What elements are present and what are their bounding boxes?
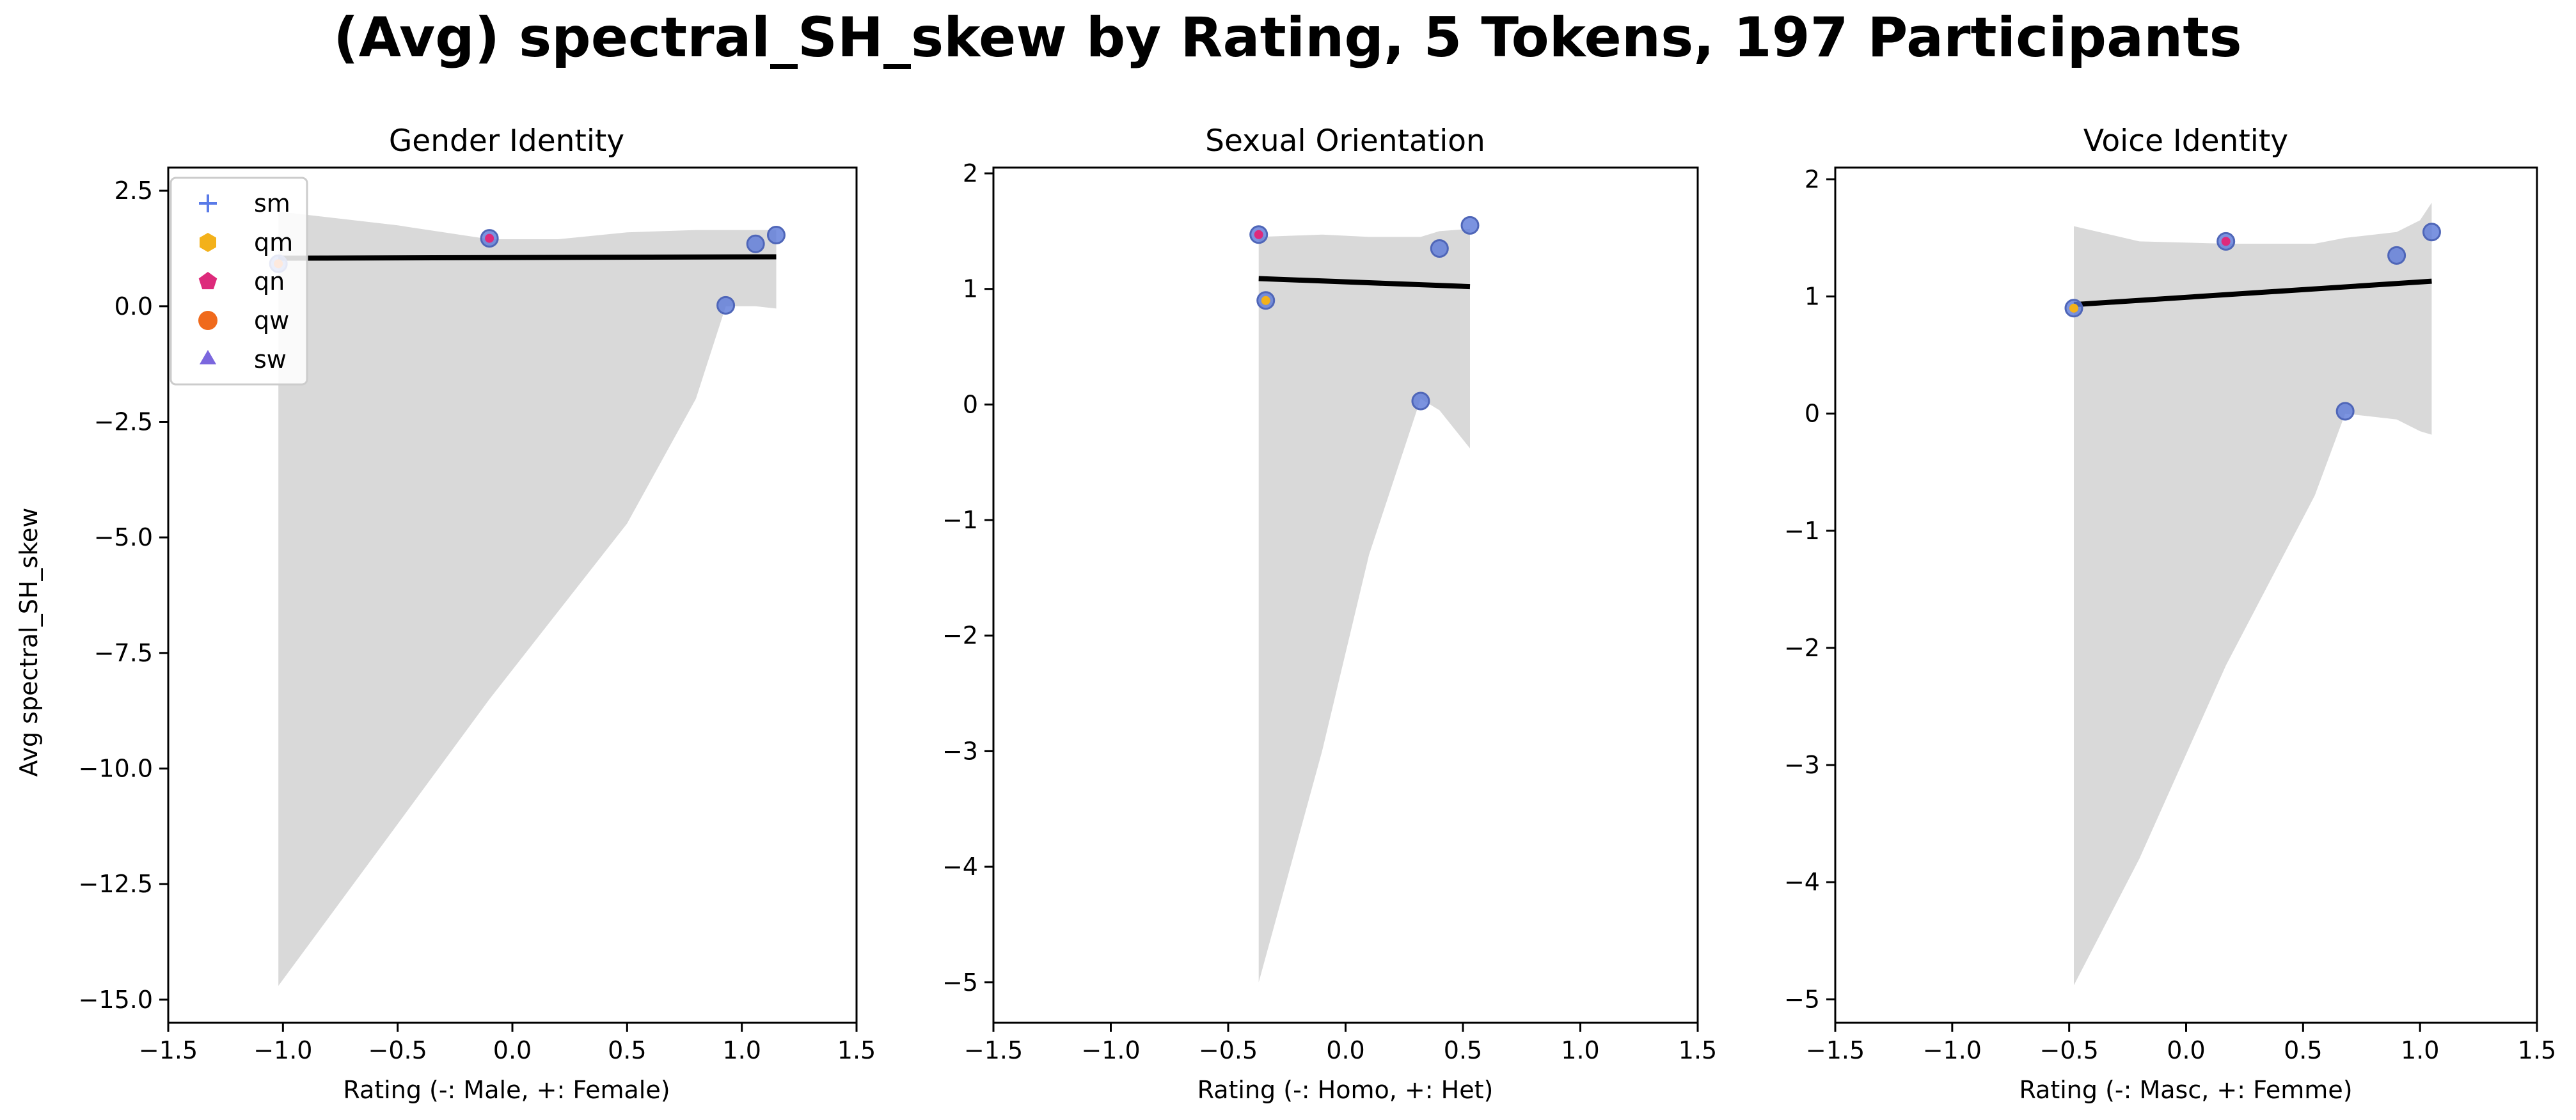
x-tick-label: −1.5	[1806, 1036, 1865, 1064]
x-tick-label: −1.0	[253, 1036, 312, 1064]
x-tick-label: 0.0	[2167, 1036, 2205, 1064]
data-point-qm-marker	[1261, 296, 1270, 305]
regression-line	[2073, 278, 2432, 308]
panel-gender-identity: Gender Identity Rating (-: Male, +: Fema…	[79, 123, 876, 1104]
legend-label-sw: sw	[254, 345, 287, 374]
y-tick-label: −15.0	[79, 986, 153, 1014]
y-tick-label: −10.0	[79, 755, 153, 783]
y-tick-label: −3	[1784, 751, 1820, 779]
y-tick-label: 2	[963, 159, 978, 187]
x-tick-label: 0.5	[1444, 1036, 1482, 1064]
legend-label-sm: sm	[254, 189, 290, 217]
data-point-sw	[1430, 239, 1449, 258]
x-tick-label: 0.5	[608, 1036, 646, 1064]
confidence-band	[278, 211, 777, 986]
y-tick-label: 0	[963, 390, 978, 418]
x-tick-label: −0.5	[2040, 1036, 2099, 1064]
x-tick-label: 0.0	[493, 1036, 532, 1064]
legend-marker-qm	[200, 233, 216, 252]
x-tick-label: 1.0	[1561, 1036, 1599, 1064]
x-axis-label: Rating (-: Male, +: Female)	[343, 1076, 670, 1104]
legend-label-qn: qn	[254, 267, 285, 296]
data-point-qn-marker	[2221, 237, 2231, 246]
data-point-sm	[2422, 223, 2441, 242]
x-tick-label: −0.5	[1199, 1036, 1258, 1064]
x-tick-label: −1.5	[139, 1036, 198, 1064]
x-axis-label: Rating (-: Masc, +: Femme)	[2019, 1076, 2352, 1104]
y-tick-label: −7.5	[94, 639, 153, 667]
panel-title: Sexual Orientation	[1205, 123, 1485, 159]
y-tick-label: 0.0	[115, 292, 153, 320]
x-tick-label: 0.5	[2284, 1036, 2322, 1064]
panel-title: Gender Identity	[389, 123, 624, 159]
y-tick-label: −2	[1784, 634, 1820, 662]
y-tick-label: −4	[942, 853, 978, 881]
y-tick-label: 2.5	[115, 177, 153, 205]
legend-marker-qw	[198, 311, 217, 330]
y-tick-label: −4	[1784, 868, 1820, 896]
legend-frame	[170, 177, 308, 386]
regression-line	[1258, 276, 1471, 290]
legend: sm qm qn qw sw	[170, 177, 308, 386]
legend-marker-qn	[198, 272, 217, 290]
y-tick-label: −2.5	[94, 407, 153, 436]
data-point-sw	[2387, 246, 2406, 265]
y-tick-label: −1	[1784, 517, 1820, 545]
y-tick-label: 1	[963, 275, 978, 303]
y-tick-label: −1	[942, 506, 978, 534]
y-tick-label: 2	[1805, 165, 1820, 193]
data-point-sm	[766, 226, 786, 245]
data-point-qn-marker	[1254, 230, 1263, 239]
y-tick-label: −5.0	[94, 523, 153, 551]
data-point-sm	[1411, 391, 1430, 411]
y-tick-label: −3	[942, 737, 978, 765]
y-tick-label: −5	[942, 968, 978, 997]
y-tick-label: 0	[1805, 400, 1820, 428]
x-tick-label: −1.0	[1081, 1036, 1140, 1064]
y-tick-label: 1	[1805, 282, 1820, 310]
data-point-sm	[2335, 402, 2355, 421]
x-tick-label: 1.5	[2518, 1036, 2556, 1064]
figure-title: (Avg) spectral_SH_skew by Rating, 5 Toke…	[333, 6, 2241, 70]
confidence-band	[1258, 228, 1470, 982]
legend-marker-sw	[200, 350, 216, 365]
x-tick-label: 1.5	[1679, 1036, 1717, 1064]
x-tick-label: 1.5	[837, 1036, 876, 1064]
y-tick-label: −2	[942, 622, 978, 650]
y-tick-label: −5	[1784, 985, 1820, 1013]
data-point-qm-marker	[2069, 303, 2078, 313]
panel-sexual-orientation: Sexual Orientation Rating (-: Homo, +: H…	[942, 123, 1717, 1104]
x-tick-label: 1.0	[2401, 1036, 2439, 1064]
confidence-band	[2074, 202, 2432, 986]
legend-marker-sm	[199, 194, 217, 212]
x-tick-label: −1.5	[964, 1036, 1023, 1064]
data-point-sw	[746, 234, 765, 253]
data-point-qn-marker	[485, 233, 494, 243]
x-tick-label: 1.0	[722, 1036, 761, 1064]
y-tick-label: −12.5	[79, 870, 153, 898]
x-tick-label: 0.0	[1326, 1036, 1364, 1064]
legend-label-qw: qw	[254, 306, 289, 335]
data-point-sm	[716, 296, 736, 315]
figure-ylabel: Avg spectral_SH_skew	[15, 508, 43, 777]
panel-title: Voice Identity	[2083, 123, 2288, 159]
panel-voice-identity: Voice Identity Rating (-: Masc, +: Femme…	[1784, 123, 2556, 1104]
x-tick-label: −1.0	[1923, 1036, 1982, 1064]
regression-line	[278, 254, 777, 261]
x-tick-label: −0.5	[368, 1036, 427, 1064]
legend-label-qm: qm	[254, 228, 293, 256]
x-axis-label: Rating (-: Homo, +: Het)	[1197, 1076, 1494, 1104]
data-point-sm	[1460, 216, 1480, 235]
